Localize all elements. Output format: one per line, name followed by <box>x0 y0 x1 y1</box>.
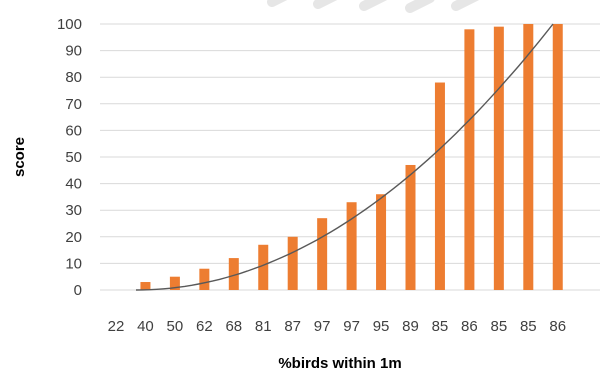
x-tick-label: 89 <box>402 318 419 335</box>
watermark-decoration <box>267 0 479 13</box>
y-tick-label: 30 <box>65 202 82 219</box>
x-tick-label: 97 <box>343 318 360 335</box>
bar <box>493 26 504 290</box>
x-tick-label: 97 <box>314 318 331 335</box>
y-axis-title: score <box>11 137 28 177</box>
x-tick-label: 87 <box>284 318 301 335</box>
bars <box>140 24 563 291</box>
trendline <box>135 23 554 291</box>
x-tick-label: 81 <box>255 318 272 335</box>
y-tick-label: 90 <box>65 43 82 60</box>
x-tick-label: 22 <box>108 318 125 335</box>
y-tick-label: 100 <box>57 16 82 33</box>
x-axis-title: %birds within 1m <box>278 355 401 372</box>
bar <box>464 29 475 290</box>
y-tick-label: 50 <box>65 149 82 166</box>
x-tick-label: 86 <box>461 318 478 335</box>
bar <box>140 282 151 290</box>
x-tick-label: 86 <box>549 318 566 335</box>
bar <box>228 258 239 290</box>
bar <box>317 218 328 290</box>
x-tick-label: 85 <box>491 318 508 335</box>
x-tick-label: 68 <box>225 318 242 335</box>
bar <box>287 236 298 290</box>
x-axis-ticks: 22 40 50 62 68 81 87 97 97 95 89 85 86 85 85 86 <box>108 318 566 335</box>
bar <box>258 244 269 290</box>
y-axis-ticks: 0 10 20 30 40 50 60 70 80 90 100 <box>57 16 82 299</box>
x-tick-label: 50 <box>167 318 184 335</box>
x-tick-label: 62 <box>196 318 213 335</box>
bar <box>523 24 534 290</box>
bar <box>434 82 445 291</box>
bar <box>552 24 563 290</box>
x-tick-label: 40 <box>137 318 154 335</box>
y-tick-label: 40 <box>65 176 82 193</box>
y-tick-label: 80 <box>65 69 82 86</box>
x-tick-label: 85 <box>432 318 449 335</box>
y-tick-label: 70 <box>65 96 82 113</box>
bar <box>199 268 210 290</box>
y-tick-label: 60 <box>65 122 82 139</box>
y-tick-label: 0 <box>74 282 82 299</box>
bar <box>169 276 180 290</box>
bar <box>346 202 357 290</box>
x-tick-label: 85 <box>520 318 537 335</box>
gridlines <box>100 23 600 291</box>
bar <box>405 164 416 290</box>
trendline-layer <box>135 23 554 291</box>
bar <box>376 194 387 290</box>
x-tick-label: 95 <box>373 318 390 335</box>
y-tick-label: 10 <box>65 255 82 272</box>
y-tick-label: 20 <box>65 229 82 246</box>
